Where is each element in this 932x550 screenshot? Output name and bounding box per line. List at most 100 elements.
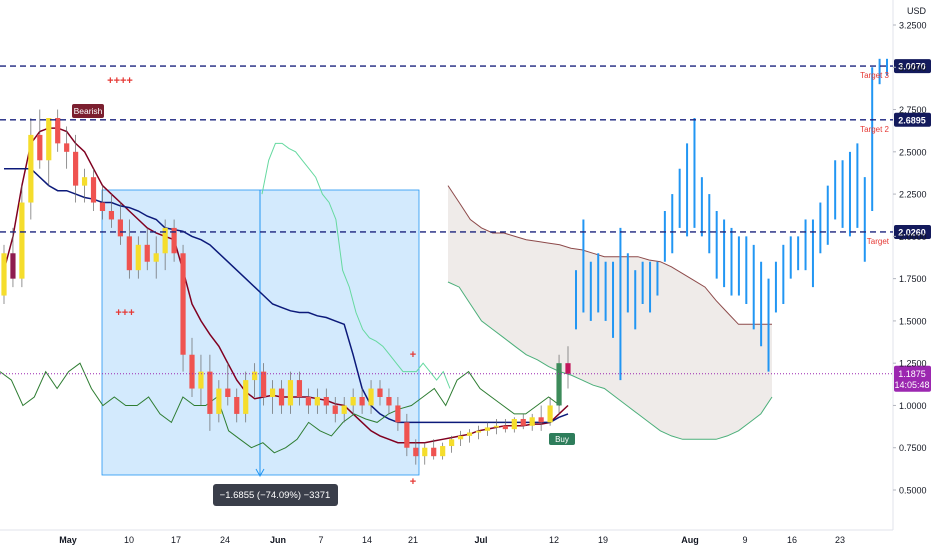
price-tick-label: 1.7500 [899, 274, 927, 284]
plus-marker: + [410, 349, 416, 361]
candle-body [350, 397, 356, 406]
candle-body [556, 363, 562, 406]
candle-body [538, 417, 544, 423]
price-tick-label: 1.5000 [899, 316, 927, 326]
candle-body [457, 435, 464, 440]
cloud-upper-edge [447, 185, 772, 325]
candle-body [278, 388, 285, 406]
candle-body [99, 202, 106, 211]
candle-body [162, 227, 168, 254]
measure-box: −1.6855 (−74.09%) −3371 [101, 189, 420, 506]
price-level-name: Target 3 [860, 71, 889, 80]
candle-body [189, 354, 195, 389]
price-level-tag [894, 112, 931, 127]
price-axis[interactable]: 3.2500 3.0000 2.7500 2.5000 2.2500 2.0000 1.75… [893, 21, 927, 496]
candle-body [386, 397, 392, 406]
price-tick-label: 2.0000 [899, 232, 927, 242]
currency-label: USD [907, 6, 927, 16]
base-line [4, 167, 569, 424]
candle-body [341, 405, 347, 414]
candle-body [144, 244, 150, 262]
price-levels: Target 3 3.0070 Target 2 2.6895 Target 2.0260… [0, 59, 931, 392]
candle-body [252, 371, 258, 381]
candle-body [296, 380, 303, 397]
leading-span-line [261, 142, 451, 389]
candle-body [502, 425, 508, 430]
measure-label-box [213, 484, 338, 506]
candle-body [73, 151, 79, 186]
candle-body [377, 388, 383, 397]
time-tick-label: 17 [171, 535, 181, 545]
price-level-name: Target 2 [860, 125, 889, 134]
price-tick-label: 3.0000 [899, 63, 927, 73]
candle-body [126, 236, 132, 271]
candle-body [153, 253, 159, 262]
entry-label: Buy [555, 435, 569, 444]
time-tick-label: Aug [681, 535, 699, 545]
price-tick-label: 0.5000 [899, 486, 927, 496]
price-level-value: 3.0070 [898, 62, 926, 72]
current-price-tag [894, 365, 931, 392]
candle-body [449, 439, 455, 447]
candle-body [404, 422, 410, 448]
candle-body [529, 417, 535, 426]
candle-body [475, 430, 482, 433]
candle-body [225, 388, 231, 397]
time-tick-label: Jul [474, 535, 487, 545]
time-tick-label: 14 [362, 535, 372, 545]
candle-body [511, 418, 517, 430]
measure-label: −1.6855 (−74.09%) −3371 [220, 490, 331, 501]
candle-body [466, 432, 473, 436]
candle-body [520, 418, 526, 426]
candle-body [135, 244, 141, 271]
candle-body [216, 388, 222, 414]
chart-grid [0, 0, 894, 531]
time-tick-label: 12 [549, 535, 559, 545]
time-tick-label: 9 [742, 535, 747, 545]
candle-body [198, 371, 204, 389]
candle-body [565, 363, 571, 374]
indicator-lines [0, 127, 569, 454]
candle-body [368, 388, 374, 406]
time-tick-label: 24 [220, 535, 230, 545]
candle-body [1, 253, 7, 296]
forecast-bars [575, 58, 888, 381]
candle-body [261, 371, 267, 397]
time-tick-label: 7 [318, 535, 323, 545]
time-tick-label: 10 [124, 535, 134, 545]
price-level-value: 2.0260 [898, 227, 926, 237]
candle-body [269, 388, 276, 397]
price-tick-label: 1.2500 [899, 359, 927, 369]
candlestick-series [1, 109, 571, 465]
price-level-tag [894, 59, 931, 74]
candle-body [108, 211, 115, 220]
plus-marker: ++++ [107, 75, 133, 87]
candle-body [10, 253, 16, 279]
candle-body [234, 397, 240, 414]
candle-body [547, 405, 553, 423]
price-level-tag [894, 224, 931, 239]
candle-body [28, 134, 34, 203]
price-tick-label: 0.7500 [899, 443, 927, 453]
candle-body [395, 405, 401, 423]
candle-body [484, 427, 491, 431]
entry-label-box [549, 433, 575, 445]
lagging-line [0, 362, 561, 454]
time-tick-label: May [59, 535, 77, 545]
plus-marker: +++ [115, 307, 134, 319]
candle-body [323, 397, 329, 406]
time-tick-label: 19 [598, 535, 608, 545]
candle-body [171, 227, 177, 254]
candle-body [314, 397, 320, 406]
price-level-name: Target [867, 237, 890, 246]
candle-body [287, 380, 294, 406]
plus-marker: + [410, 476, 416, 488]
price-tick-label: 1.0000 [899, 401, 927, 411]
candle-body [305, 397, 311, 406]
candle-body [19, 202, 25, 279]
time-axis[interactable]: May 10 17 24 Jun 7 14 21 Jul 12 19 Aug 9 16 23 [59, 535, 845, 545]
price-level-value: 2.6895 [898, 115, 926, 125]
cloud-lower-edge [447, 281, 773, 440]
